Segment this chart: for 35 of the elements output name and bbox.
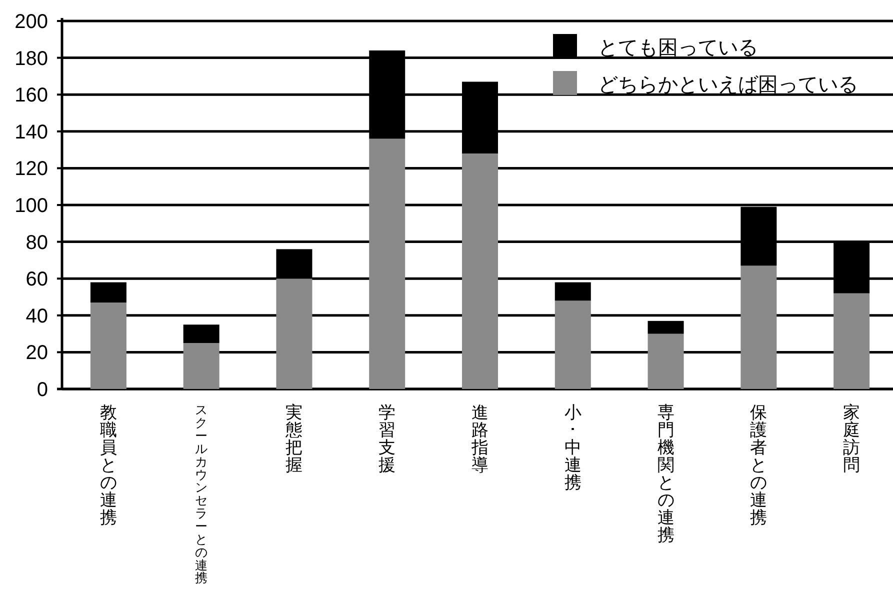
bar	[183, 324, 220, 343]
y-tick-label: 180	[14, 48, 48, 70]
bar	[834, 293, 870, 389]
x-tick-label: 家庭訪問	[843, 402, 860, 474]
y-tick-label: 40	[26, 305, 48, 328]
y-tick-label: 0	[36, 379, 48, 401]
bar	[462, 153, 498, 389]
y-tick-label: 100	[14, 195, 48, 217]
x-tick-label: 実態把握	[284, 402, 303, 474]
legend-label: とても困っている	[598, 37, 758, 59]
bar	[554, 300, 591, 389]
y-tick-label: 20	[26, 342, 48, 364]
bar	[648, 320, 684, 334]
y-tick-label: 120	[14, 158, 48, 180]
bar	[648, 334, 684, 389]
bar	[369, 138, 406, 389]
x-tick-label: 教職員との連携	[100, 402, 117, 527]
bar	[90, 302, 126, 389]
bar	[183, 343, 220, 389]
y-tick-label: 200	[14, 11, 48, 33]
y-tick-label: 160	[14, 84, 48, 107]
y-tick-label: 80	[26, 232, 48, 254]
x-tick-label: 小･中連携	[564, 402, 582, 492]
x-tick-label: 進路指導	[470, 402, 488, 474]
x-tick-label: 専門機関との連携	[657, 402, 674, 544]
x-tick-label: 保護者との連携	[750, 402, 768, 527]
x-tick-label: 学習支援	[378, 402, 396, 474]
y-tick-label: 140	[14, 121, 48, 144]
bar	[90, 282, 126, 303]
bar	[740, 266, 777, 389]
category-label: スクールカウンセラーとの連携	[194, 403, 208, 586]
legend-label: どちらかといえば困っている	[598, 74, 858, 96]
bar	[554, 282, 591, 301]
y-tick-label: 60	[26, 268, 48, 291]
bar	[276, 278, 312, 389]
